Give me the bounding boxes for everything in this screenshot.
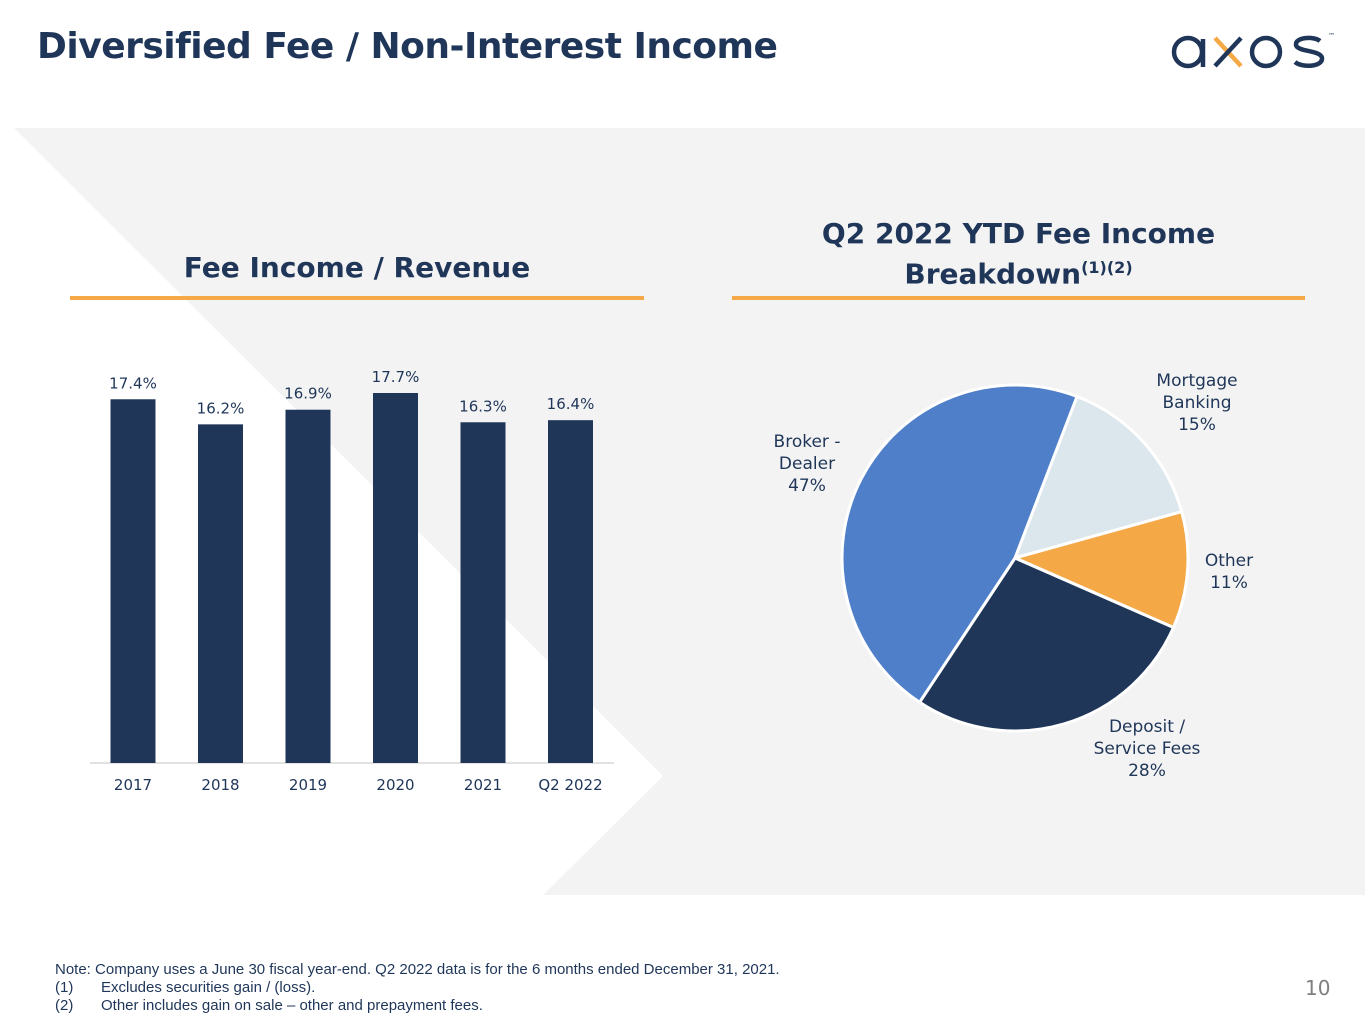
pie-chart-title: Q2 2022 YTD Fee Income Breakdown(1)(2) [732, 217, 1305, 291]
bar-chart-rule [70, 296, 644, 300]
pie-label-deposit-service-fees: 28% [1128, 761, 1166, 781]
bar-category-label: 2019 [289, 776, 327, 794]
bar-2018 [198, 424, 243, 763]
bar-chart: 17.4% 2017 16.2% 2018 16.9% 2019 17.7% 2020 16.3… [90, 368, 614, 794]
footnote-2-num: (2) [55, 997, 74, 1014]
bar-q2-2022 [548, 420, 593, 763]
pie-title-line2: Breakdown [904, 257, 1082, 291]
pie-label-other: Other [1205, 551, 1253, 571]
footnote-1: (1) Excludes securities gain / (loss). [55, 979, 780, 997]
bar-category-label: 2021 [464, 776, 502, 794]
pie-label-mortgage-banking: 15% [1178, 415, 1216, 435]
pie-label-mortgage-banking: Mortgage [1156, 371, 1237, 391]
pie-label-broker-dealer: 47% [788, 476, 826, 496]
bar-category-label: 2017 [114, 776, 152, 794]
bar-2017 [110, 399, 156, 763]
pie-chart-rule [732, 296, 1305, 300]
bar-value-label: 17.7% [372, 368, 420, 386]
footnote-2-text: Other includes gain on sale – other and … [101, 997, 483, 1014]
bar-value-label: 17.4% [109, 374, 157, 392]
footnote-1-text: Excludes securities gain / (loss). [101, 979, 316, 996]
logo-tm: ™ [1328, 32, 1335, 40]
footnote-2: (2) Other includes gain on sale – other a… [55, 997, 780, 1015]
pie-title-footnote-ref: (1)(2) [1081, 258, 1133, 277]
pie-label-mortgage-banking: Banking [1163, 393, 1232, 413]
bar-value-label: 16.4% [547, 395, 595, 413]
pie-label-broker-dealer: Broker - [774, 432, 841, 452]
bar-2021 [460, 422, 506, 763]
bar-category-label: Q2 2022 [538, 776, 602, 794]
bar-value-label: 16.2% [197, 399, 245, 417]
pie-label-deposit-service-fees: Deposit / [1109, 717, 1185, 737]
footnotes: Note: Company uses a June 30 fiscal year… [55, 961, 780, 1015]
bar-category-label: 2020 [376, 776, 414, 794]
pie-label-other: 11% [1210, 573, 1248, 593]
pie-label-deposit-service-fees: Service Fees [1094, 739, 1201, 759]
bar-chart-title: Fee Income / Revenue [183, 251, 531, 284]
axos-logo: ™ [1171, 32, 1335, 69]
footnote-1-num: (1) [55, 979, 74, 996]
bar-2019 [285, 409, 331, 763]
footnote-note: Note: Company uses a June 30 fiscal year… [55, 961, 780, 978]
bar-2020 [373, 393, 418, 763]
pie-slice-broker-dealer [840, 383, 1079, 705]
pie-slice-other [1010, 509, 1190, 630]
bar-value-label: 16.9% [284, 385, 332, 403]
pie-label-broker-dealer: Dealer [779, 454, 835, 474]
bar-value-label: 16.3% [459, 397, 507, 415]
page-title: Diversified Fee / Non-Interest Income [37, 26, 778, 67]
bar-category-label: 2018 [201, 776, 239, 794]
pie-title-line1: Q2 2022 YTD Fee Income [821, 217, 1216, 250]
page-number: 10 [1305, 976, 1331, 1000]
pie-slice-deposit-service-fees [917, 556, 1176, 733]
pie-slice-mortgage-banking [1012, 394, 1184, 561]
